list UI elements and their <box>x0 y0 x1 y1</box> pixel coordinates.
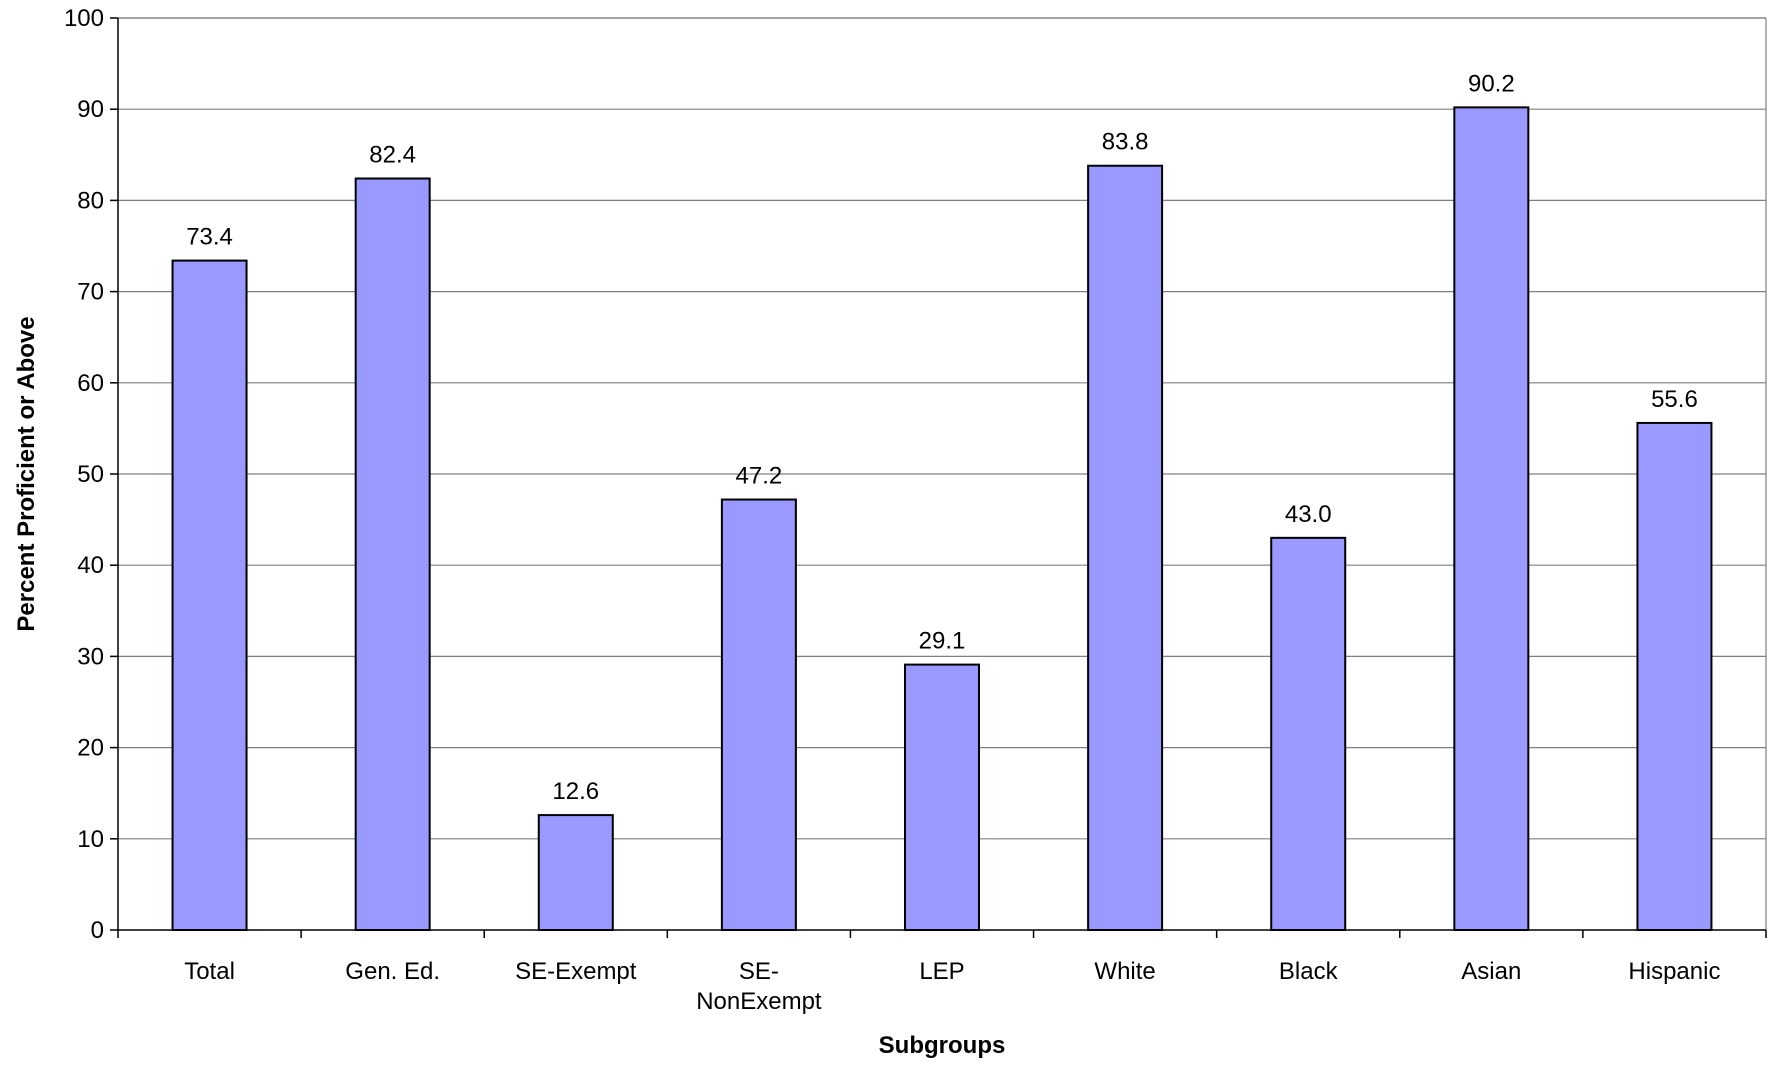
y-tick-label: 90 <box>77 96 104 123</box>
data-label: 82.4 <box>369 142 416 169</box>
bar <box>1453 106 1530 932</box>
x-axis-title: Subgroups <box>879 1032 1006 1059</box>
y-tick-label: 60 <box>77 370 104 397</box>
bar <box>1087 164 1164 931</box>
x-tick-label: Black <box>1279 958 1339 985</box>
data-label: 83.8 <box>1102 129 1149 156</box>
axes <box>110 17 1767 938</box>
bar <box>171 259 248 932</box>
x-tick-label: SE-NonExempt <box>696 958 822 1015</box>
bar <box>354 177 431 931</box>
x-tick-labels: Total Gen. Ed. SE-Exempt SE-NonExempt LEP Whi… <box>184 958 1720 1015</box>
data-label: 29.1 <box>919 628 966 655</box>
data-label: 12.6 <box>552 778 599 805</box>
data-label: 43.0 <box>1285 501 1332 528</box>
y-tick-label: 80 <box>77 187 104 214</box>
y-tick-label: 20 <box>77 735 104 762</box>
bar <box>904 663 980 931</box>
bar <box>537 814 614 932</box>
y-tick-label: 50 <box>77 461 104 488</box>
bar <box>1270 536 1347 932</box>
x-tick-label: SE-Exempt <box>515 958 637 985</box>
y-tick-labels: 0 10 20 30 40 50 60 70 80 90 100 <box>64 5 104 944</box>
data-label: 47.2 <box>736 463 783 490</box>
bars <box>171 106 1713 932</box>
data-label: 90.2 <box>1468 70 1515 97</box>
y-tick-label: 0 <box>91 917 104 944</box>
x-tick-label: Total <box>184 958 235 985</box>
y-tick-label: 70 <box>77 279 104 306</box>
y-tick-label: 30 <box>77 643 104 670</box>
y-tick-label: 10 <box>77 826 104 853</box>
data-label: 55.6 <box>1651 386 1698 413</box>
data-labels: 73.4 82.4 12.6 47.2 29.1 83.8 43.0 90.2 55.6 <box>186 70 1698 805</box>
x-tick-label: LEP <box>919 958 964 985</box>
bar <box>720 498 797 931</box>
x-tick-label: Hispanic <box>1628 958 1720 985</box>
x-tick-label: Gen. Ed. <box>345 958 440 985</box>
bar <box>1636 421 1713 931</box>
data-label: 73.4 <box>186 224 233 251</box>
y-axis-title: Percent Proficient or Above <box>13 316 40 631</box>
x-tick-label: Asian <box>1461 958 1521 985</box>
x-tick-label: White <box>1094 958 1155 985</box>
y-tick-label: 40 <box>77 552 104 579</box>
y-tick-label: 100 <box>64 5 104 32</box>
